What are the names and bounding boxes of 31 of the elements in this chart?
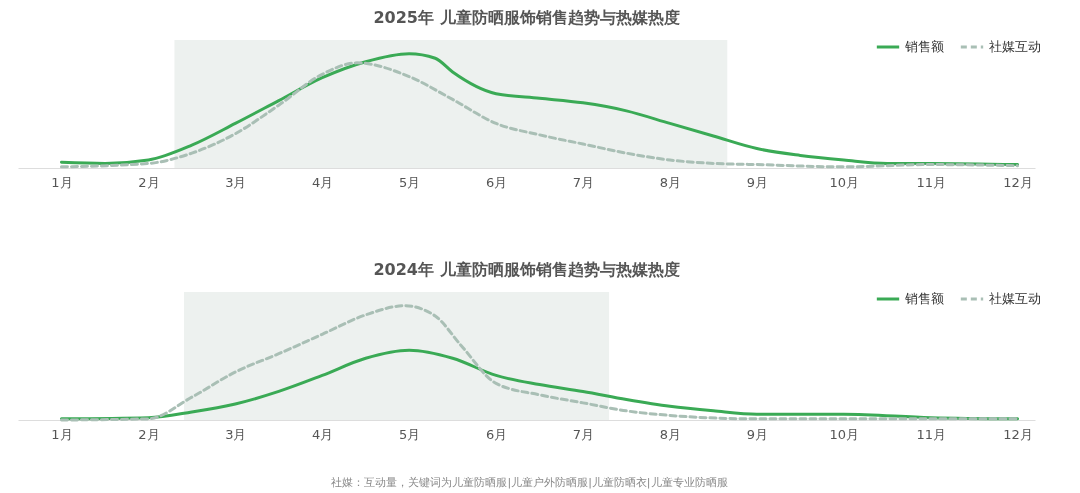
x-tick-label: 5月 <box>399 426 421 442</box>
chart-title: 2024年 儿童防晒服饰销售趋势与热媒热度 <box>373 260 680 279</box>
x-tick-label: 6月 <box>485 426 508 442</box>
x-tick-label: 10月 <box>829 174 860 190</box>
x-tick-label: 3月 <box>225 174 247 190</box>
x-tick-label: 4月 <box>312 426 334 442</box>
x-tick-label: 11月 <box>916 174 946 190</box>
x-tick-label: 2月 <box>138 426 160 442</box>
x-tick-label: 12月 <box>1003 426 1033 442</box>
x-tick-label: 7月 <box>572 426 595 442</box>
x-tick-label: 4月 <box>312 174 334 190</box>
x-tick-label: 9月 <box>746 174 768 190</box>
x-tick-label: 1月 <box>51 174 73 190</box>
legend-label: 社媒互动 <box>989 39 1041 54</box>
x-tick-label: 1月 <box>51 426 73 442</box>
x-tick-label: 9月 <box>746 426 768 442</box>
x-tick-label: 2月 <box>138 174 160 190</box>
x-tick-label: 7月 <box>572 174 595 190</box>
x-tick-label: 11月 <box>916 426 946 442</box>
x-tick-label: 12月 <box>1003 174 1033 190</box>
chart-title: 2025年 儿童防晒服饰销售趋势与热媒热度 <box>373 8 680 27</box>
x-tick-label: 8月 <box>659 174 682 190</box>
x-tick-label: 5月 <box>399 174 421 190</box>
legend-label: 销售额 <box>904 291 944 306</box>
legend-label: 社媒互动 <box>989 291 1041 306</box>
legend-label: 销售额 <box>904 39 944 54</box>
x-tick-label: 8月 <box>659 426 682 442</box>
text: 社媒：互动量，关键词为儿童防晒服|儿童户外防晒服|儿童防晒衣|儿童专业防晒服 <box>331 476 728 489</box>
x-tick-label: 3月 <box>225 426 247 442</box>
x-tick-label: 10月 <box>829 426 860 442</box>
x-tick-label: 6月 <box>485 174 508 190</box>
